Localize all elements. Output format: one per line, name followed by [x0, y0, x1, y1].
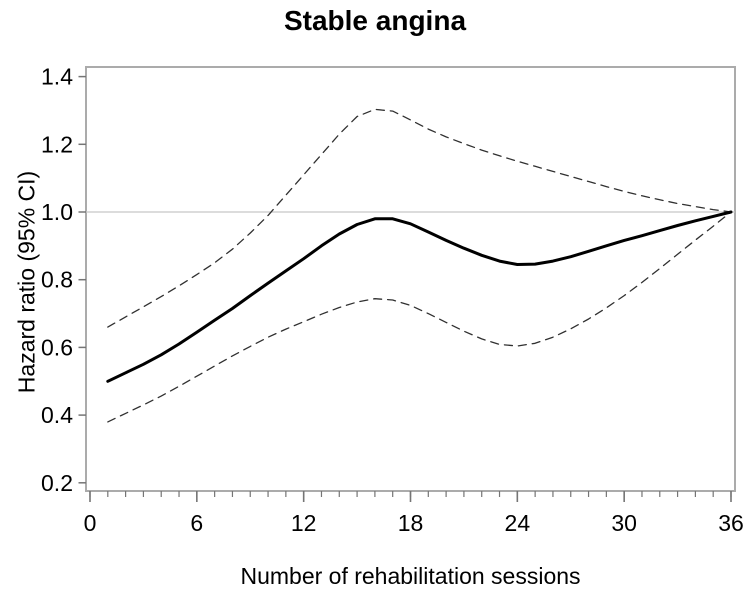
- chart-title: Stable angina: [283, 5, 467, 36]
- y-tick-label: 0.6: [41, 334, 73, 360]
- y-tick-label: 1.2: [41, 131, 73, 157]
- y-tick-label: 0.8: [41, 267, 73, 293]
- ci-upper-line: [107, 108, 732, 328]
- x-axis-label: Number of rehabilitation sessions: [240, 563, 581, 589]
- x-tick-label: 24: [505, 510, 531, 536]
- x-tick-label: 18: [398, 510, 424, 536]
- y-tick-label: 1.0: [41, 199, 73, 225]
- x-tick-label: 12: [291, 510, 317, 536]
- ci-lower-line: [107, 211, 732, 423]
- x-tick-label: 30: [611, 510, 637, 536]
- x-tick-label: 0: [84, 510, 97, 536]
- y-tick-label: 0.2: [41, 470, 73, 496]
- y-tick-label: 0.4: [41, 402, 73, 428]
- x-tick-label: 6: [190, 510, 203, 536]
- plot-frame: [85, 66, 736, 492]
- x-tick-label: 36: [718, 510, 744, 536]
- hazard-ratio-line: [106, 210, 733, 383]
- y-tick-label: 1.4: [41, 64, 73, 90]
